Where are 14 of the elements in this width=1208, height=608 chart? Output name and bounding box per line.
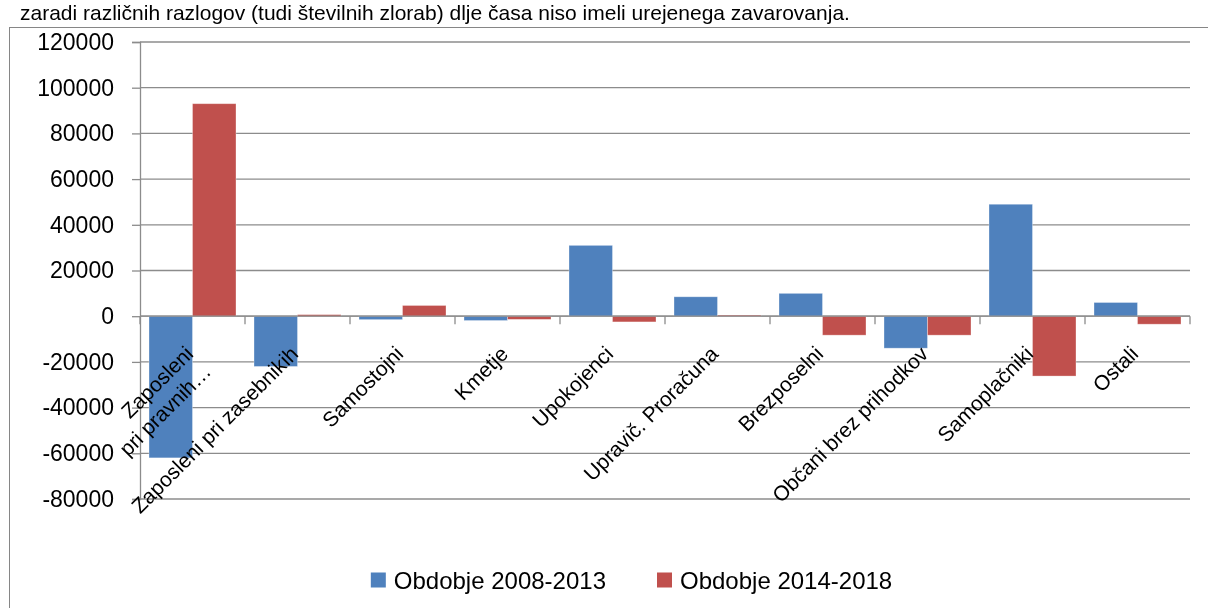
y-tick-label: 40000 xyxy=(50,211,114,238)
y-tick-label: 80000 xyxy=(50,120,114,147)
y-tick-label: 0 xyxy=(101,303,114,330)
y-tick-label: 100000 xyxy=(37,74,114,101)
y-tick-label: 120000 xyxy=(37,28,114,55)
legend-label: Obdobje 2014-2018 xyxy=(680,566,893,594)
y-tick-label: 20000 xyxy=(50,257,114,284)
y-tick-label: -80000 xyxy=(42,485,114,512)
text: zaradi različnih razlogov (tudi številnih zlorab) dlje časa niso imeli urejenega zavarovanja. xyxy=(20,1,850,24)
legend-label: Obdobje 2008-2013 xyxy=(393,566,606,594)
y-tick-label: -40000 xyxy=(42,394,114,421)
y-tick-label: 60000 xyxy=(50,165,114,192)
y-tick-label: -20000 xyxy=(42,348,114,375)
y-tick-label: -60000 xyxy=(42,440,114,467)
